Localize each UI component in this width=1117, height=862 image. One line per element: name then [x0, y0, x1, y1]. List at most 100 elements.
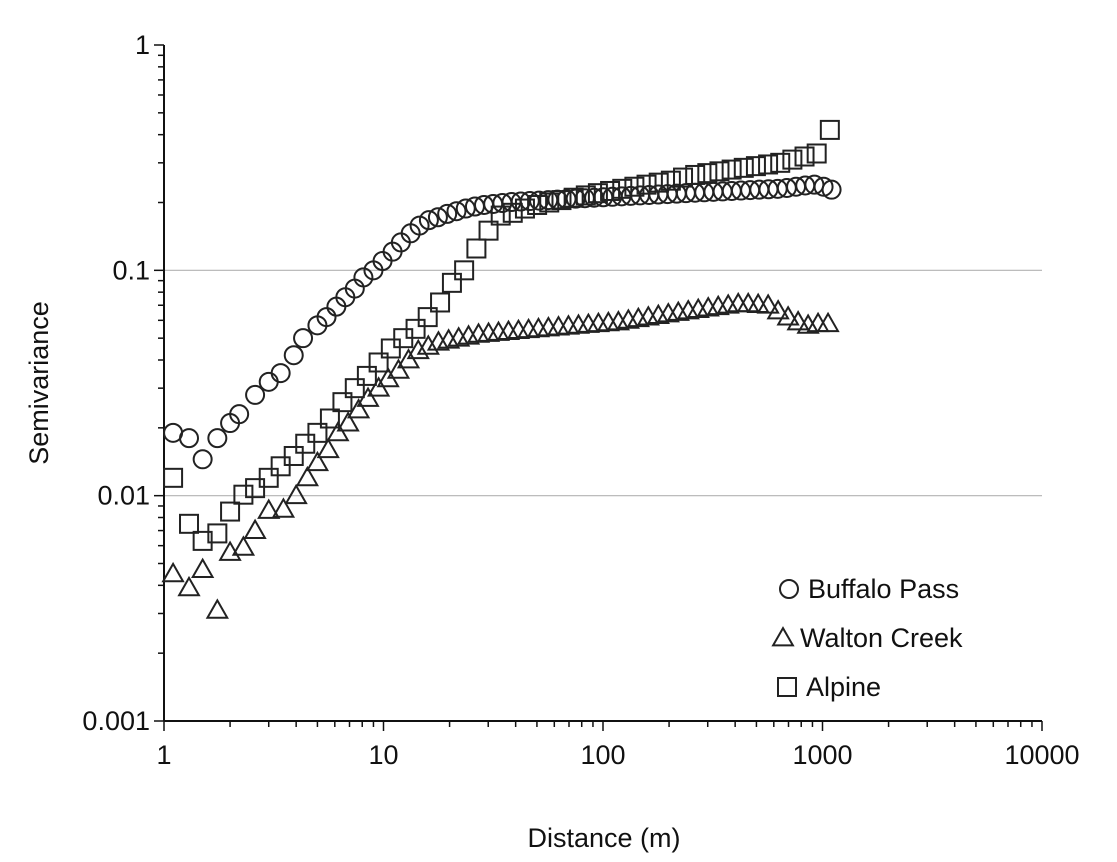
walton-creek-point — [746, 292, 770, 313]
walton-creek-point — [161, 561, 185, 583]
series-buffalo-pass — [163, 174, 842, 470]
walton-creek-point — [756, 293, 780, 314]
alpine-point — [430, 292, 451, 313]
walton-creek-point — [231, 535, 256, 556]
walton-creek-point — [177, 575, 201, 597]
alpine-point — [733, 157, 754, 178]
alpine-point — [806, 143, 827, 164]
alpine-point — [770, 152, 791, 173]
walton-creek-point — [816, 311, 840, 333]
alpine-point — [685, 164, 706, 185]
alpine-point — [721, 159, 742, 180]
x-tick-label: 10 — [368, 740, 398, 770]
x-axis-title: Distance (m) — [527, 823, 680, 853]
alpine-point — [163, 467, 184, 488]
walton-creek-point — [416, 334, 440, 355]
alpine-point — [368, 352, 389, 373]
walton-creek-point — [536, 316, 561, 337]
alpine-point — [782, 149, 803, 170]
buffalo-pass-point — [283, 345, 304, 366]
walton-creek-point — [316, 437, 340, 459]
alpine-point — [539, 192, 560, 213]
walton-creek-point — [346, 398, 371, 419]
buffalo-pass-point — [207, 428, 228, 449]
buffalo-pass-point — [258, 371, 279, 392]
walton-creek-point — [284, 483, 308, 505]
walton-creek-point — [243, 518, 267, 539]
alpine-point — [220, 501, 241, 522]
buffalo-pass-point — [270, 363, 291, 384]
y-tick-label: 0.001 — [82, 706, 150, 736]
walton-creek-point — [218, 540, 242, 561]
legend-label-walton-creek: Walton Creek — [800, 623, 963, 653]
alpine-point — [563, 187, 584, 208]
alpine-point — [179, 513, 200, 534]
walton-creek-point — [766, 299, 790, 320]
x-tick-label: 100 — [580, 740, 625, 770]
buffalo-pass-point — [813, 176, 834, 197]
alpine-point — [270, 456, 291, 477]
walton-creek-point — [205, 598, 229, 619]
alpine-point — [344, 378, 365, 399]
walton-creek-point — [257, 498, 281, 519]
alpine-point — [307, 422, 328, 443]
alpine-point — [758, 154, 779, 175]
walton-creek-point — [191, 557, 215, 578]
alpine-point — [648, 172, 669, 193]
alpine-point — [233, 484, 254, 505]
walton-creek-point — [326, 420, 350, 442]
walton-creek-point — [506, 318, 531, 340]
series-walton-creek — [161, 291, 840, 619]
legend-markers — [771, 579, 799, 697]
legend-marker-walton-creek — [771, 626, 795, 647]
buffalo-pass-point — [293, 328, 314, 349]
buffalo-pass-point — [192, 449, 213, 470]
alpine-point — [600, 180, 621, 201]
x-tick-labels: 1 10 100 1000 10000 — [156, 740, 1079, 770]
alpine-point — [417, 307, 438, 328]
alpine-point — [441, 272, 462, 293]
walton-creek-point — [736, 291, 760, 313]
alpine-point — [794, 146, 815, 167]
walton-creek-point — [336, 411, 360, 432]
alpine-point — [636, 174, 657, 195]
alpine-point — [551, 190, 572, 211]
alpine-point — [332, 392, 353, 413]
alpine-point — [709, 161, 730, 182]
alpine-point — [673, 167, 694, 188]
series-alpine — [163, 119, 840, 551]
alpine-point — [380, 338, 401, 359]
walton-creek-point — [406, 338, 430, 360]
buffalo-pass-point — [353, 267, 374, 288]
alpine-point — [478, 220, 499, 241]
alpine-point — [819, 119, 840, 140]
alpine-point — [697, 163, 718, 184]
x-tick-label: 1000 — [792, 740, 852, 770]
alpine-point — [490, 205, 511, 226]
alpine-point — [356, 365, 377, 386]
alpine-point — [575, 185, 596, 206]
y-axis-title: Semivariance — [24, 301, 54, 465]
legend-label-buffalo-pass: Buffalo Pass — [808, 574, 959, 604]
buffalo-pass-point — [229, 404, 250, 425]
alpine-point — [405, 318, 426, 339]
buffalo-pass-point — [446, 201, 467, 222]
walton-creek-point — [305, 450, 330, 472]
alpine-point — [660, 170, 681, 191]
alpine-point — [624, 176, 645, 197]
x-tick-label: 10000 — [1004, 740, 1079, 770]
alpine-point — [466, 238, 487, 259]
y-tick-label: 1 — [135, 30, 150, 60]
legend-marker-buffalo-pass — [779, 579, 799, 599]
y-tick-label: 0.1 — [112, 255, 150, 285]
y-tick-label: 0.01 — [97, 481, 150, 511]
alpine-point — [319, 408, 340, 429]
alpine-point — [502, 202, 523, 223]
alpine-point — [454, 260, 475, 281]
data-series — [161, 119, 842, 619]
alpine-point — [207, 523, 228, 544]
buffalo-pass-point — [418, 210, 439, 231]
buffalo-pass-point — [245, 384, 266, 405]
alpine-point — [192, 530, 213, 551]
